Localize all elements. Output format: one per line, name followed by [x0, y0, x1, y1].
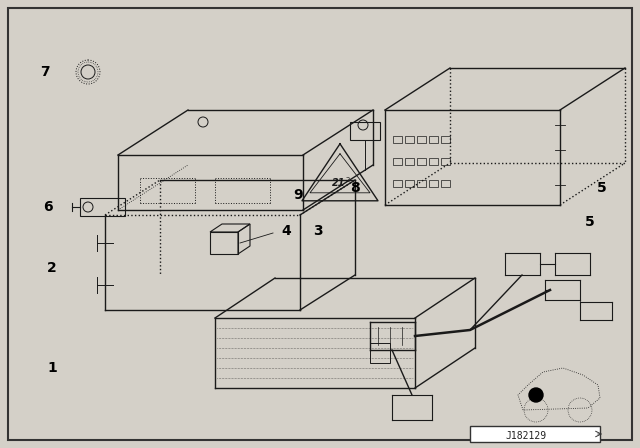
Text: 5: 5 — [585, 215, 595, 229]
Bar — [470, 426, 600, 442]
Bar — [405, 180, 414, 187]
Text: 21: 21 — [332, 178, 346, 188]
Text: 6: 6 — [43, 200, 53, 214]
Text: 3: 3 — [313, 224, 323, 238]
Bar — [441, 180, 450, 187]
Bar — [429, 136, 438, 143]
Text: J182129: J182129 — [505, 431, 546, 441]
Bar — [417, 158, 426, 165]
Bar — [429, 180, 438, 187]
Text: 2: 2 — [346, 177, 350, 183]
Bar — [417, 180, 426, 187]
Text: 9: 9 — [293, 188, 303, 202]
Bar — [429, 158, 438, 165]
Bar — [393, 136, 402, 143]
Text: 8: 8 — [350, 181, 360, 195]
Text: 1: 1 — [47, 361, 57, 375]
Text: 5: 5 — [597, 181, 607, 195]
Text: 7: 7 — [40, 65, 50, 79]
Circle shape — [529, 388, 543, 402]
Bar — [441, 158, 450, 165]
Bar — [417, 136, 426, 143]
Text: 4: 4 — [281, 224, 291, 238]
Bar — [405, 136, 414, 143]
Bar — [393, 158, 402, 165]
Bar — [405, 158, 414, 165]
Text: 2: 2 — [47, 261, 57, 275]
Bar — [441, 136, 450, 143]
Bar — [393, 180, 402, 187]
